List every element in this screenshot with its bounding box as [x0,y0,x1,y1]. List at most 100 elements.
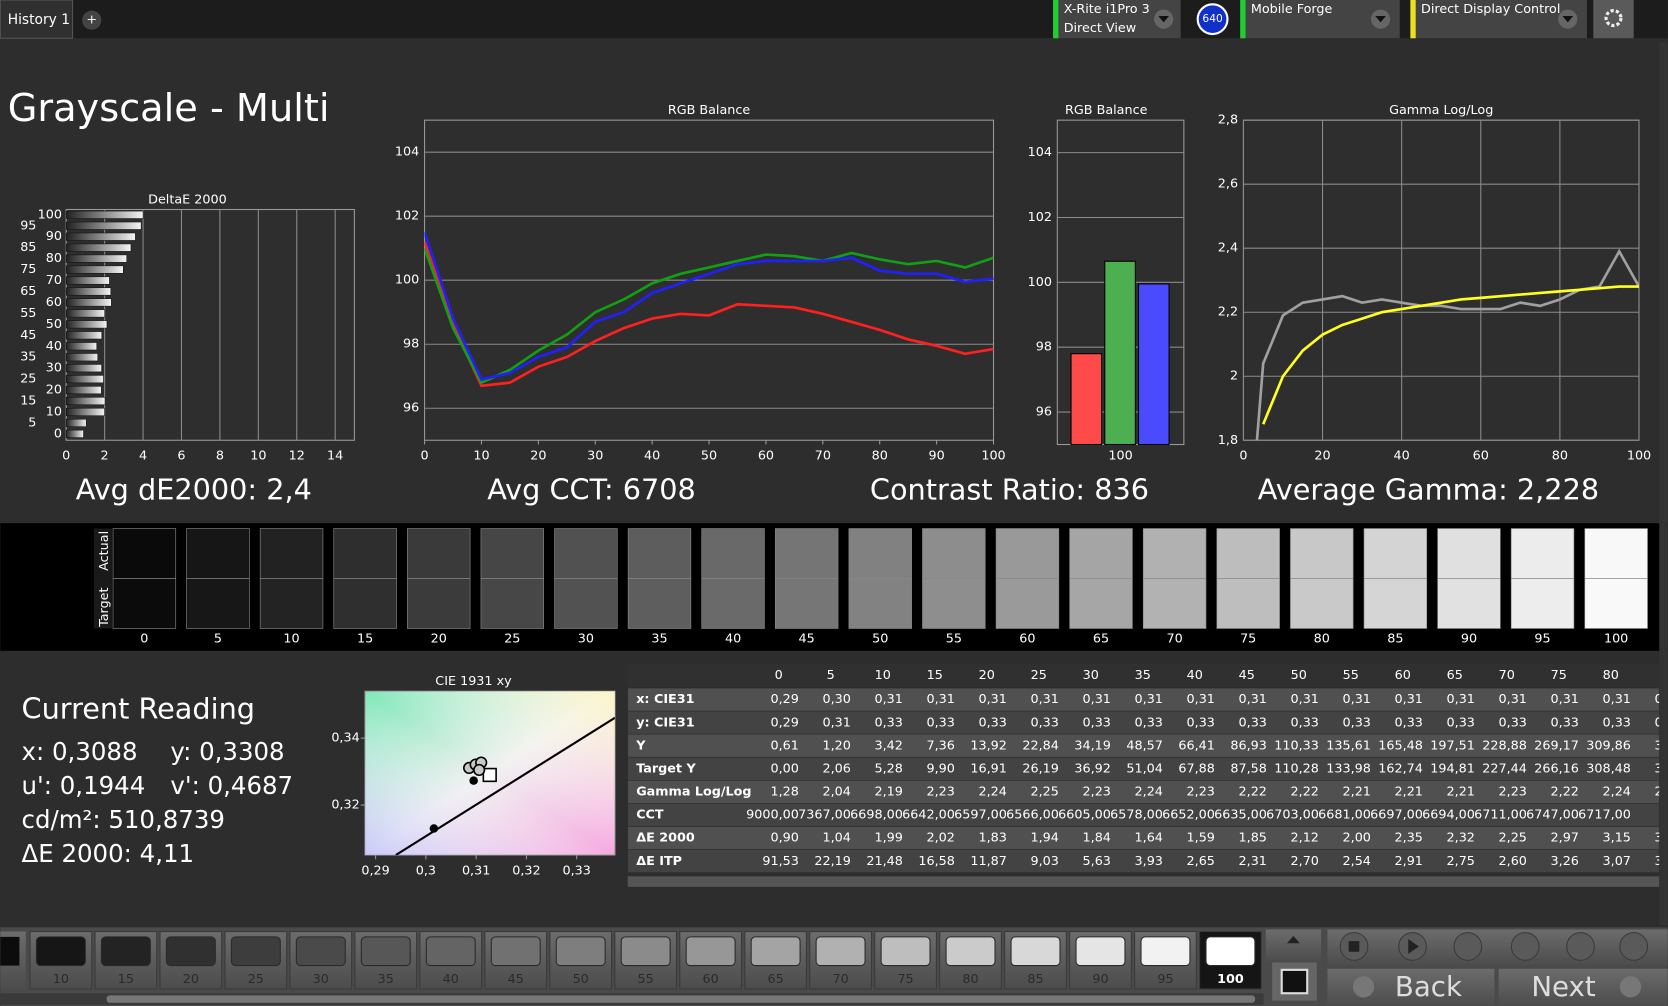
device-label: Direct Display Control [1421,2,1560,17]
status-stripe [1053,0,1059,39]
swatch-actual [186,528,250,579]
table-cell: 2,54 [1343,854,1371,869]
swatch-label: 15 [357,632,373,647]
y-tick-label: 10 [46,404,62,419]
y-tick-label: 50 [46,317,62,332]
table-cell: 0,90 [771,831,799,846]
swatch-label: 0 [140,632,148,647]
patch-label: 80 [962,972,978,987]
table-cell: 91,53 [762,854,799,869]
next-label: Next [1531,970,1596,1003]
badge[interactable] [1196,3,1229,36]
chart: RGB Balance 0 10 20 30 40 50 60 70 80 90 100 96 98 100… [395,103,1006,464]
row-label: Target Y [636,761,696,776]
new-tab-button[interactable] [82,10,102,30]
table-cell: 2,21 [1343,785,1371,800]
scroll-thumb[interactable] [106,995,1256,1003]
y-tick-label: 2,4 [1218,241,1238,256]
y-tick-label: 5 [28,415,36,430]
swatch-actual [1216,528,1280,579]
table-row [627,849,1660,873]
y-tick-label: 30 [46,361,62,376]
swatch-label: 65 [1093,632,1109,647]
new-tab-label: + [86,13,97,28]
table-cell: 1,99 [875,831,903,846]
settings-button[interactable] [1593,0,1634,39]
table-cell: 0,33 [1239,715,1267,730]
page-scrollbar[interactable] [1659,42,1668,926]
bar [65,309,105,318]
swatch-label: 100 [1604,632,1628,647]
chart: RGB Balance 96 98 100 102 104 100 [1028,103,1185,464]
table-cell: 197,51 [1430,738,1475,753]
swatch-target [407,578,471,629]
table-cell: 48,57 [1126,738,1163,753]
table-cell: 2,24 [1603,785,1631,800]
chart: Gamma Log/Log 0 20 40 60 80 100 1,8 2 2,2 2,4 2,6 2,… [1218,103,1651,464]
row-label: Target [97,587,112,627]
column-header: 5 [827,668,835,683]
data-table: 0 5 10 15 20 25 30 35 40 45 50 55 60 65 70 75 80 8 x: CIE3… [627,663,1668,873]
swatch-actual [480,528,545,579]
y-tick-label: 100 [1028,275,1052,290]
bar [65,331,103,340]
swatch-target [259,578,324,629]
swatch-actual [1437,528,1501,579]
table-cell: 3,93 [1135,854,1163,869]
stop-icon [1348,941,1360,952]
table-cell: 7367,00 [798,808,851,823]
table-cell: 5,63 [1083,854,1111,869]
bar [1104,260,1136,446]
control-button[interactable] [1510,932,1540,961]
device-label: Mobile Forge [1251,2,1333,17]
table-cell: 0,31 [1135,692,1163,707]
patch-label: 20 [183,972,199,987]
swatch-actual [259,528,324,579]
swatch-actual [1069,528,1133,579]
bar [65,407,105,416]
control-button[interactable] [1566,932,1595,961]
table-cell: 2,75 [1447,854,1475,869]
up-button[interactable] [1265,929,1322,962]
table-cell: 0,31 [1031,692,1059,707]
control-button[interactable] [1619,932,1649,961]
y-tick-label: 98 [1036,340,1052,355]
table-cell: 86,93 [1230,738,1267,753]
patch-color [0,936,20,966]
table-cell: 1,20 [823,738,851,753]
swatch-label: 35 [651,632,667,647]
table-cell: 2,22 [1551,785,1579,800]
swatch-target [1290,578,1354,629]
table-cell: 16,91 [970,761,1007,776]
table-cell: 66,41 [1178,738,1215,753]
column-header: 50 [1291,668,1307,683]
table-cell: 6652,00 [1162,808,1215,823]
badge-label: 640 [1202,12,1223,25]
x-tick-label: 10 [473,449,489,464]
table-cell: 2,32 [1447,831,1475,846]
control-button[interactable] [1453,932,1483,961]
table-cell: 227,44 [1482,761,1527,776]
row-label: Actual [97,531,112,571]
table-cell: 3,26 [1551,854,1579,869]
table-scrollbar[interactable] [627,876,1660,887]
up-icon [1287,935,1300,944]
table-cell: 36,92 [1074,761,1111,776]
patch-color [230,936,281,967]
control-buttons [1327,929,1668,966]
table-cell: 0,33 [1655,715,1668,730]
table-cell: 0,33 [1395,715,1423,730]
tab[interactable] [0,0,74,39]
device-box[interactable] [1410,0,1587,39]
table-cell: 1,59 [1187,831,1215,846]
bar [65,287,112,296]
x-tick-label: 80 [1552,449,1568,464]
patch-label: 95 [1157,972,1173,987]
bar [65,320,108,329]
x-tick-label: 2 [101,449,109,464]
table-cell: 2,21 [1395,785,1423,800]
y-tick-label: 80 [46,251,62,266]
bar [65,342,98,351]
column-header: 10 [875,668,891,683]
table-cell: 0,29 [771,692,799,707]
